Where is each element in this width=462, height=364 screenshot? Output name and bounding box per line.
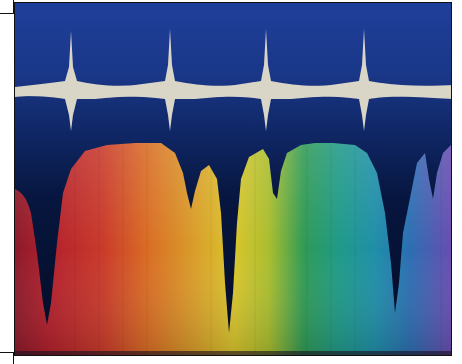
spectrum-texture <box>74 145 442 355</box>
spectrum-image <box>14 2 452 356</box>
frame-corner-tick-bottom <box>0 352 14 364</box>
spectrum-body <box>15 143 451 355</box>
reference-trace <box>15 29 451 131</box>
frame-corner-tick-top <box>0 0 14 14</box>
spectrum-svg <box>15 3 451 355</box>
bottom-strip <box>15 351 451 355</box>
